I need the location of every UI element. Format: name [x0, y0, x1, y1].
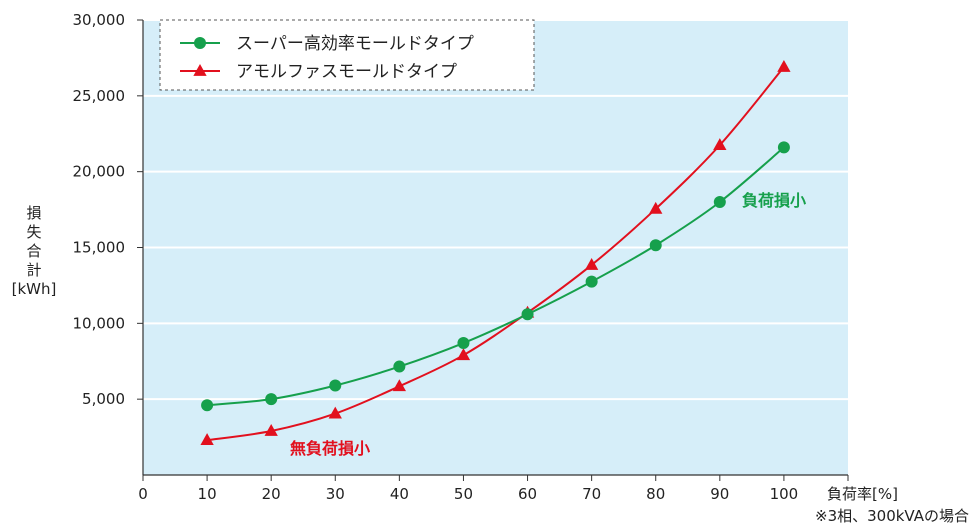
y-axis-label-line: 失 [26, 223, 42, 241]
y-axis-ticks: 5,000 10,000 15,000 20,000 25,000 30,000 [73, 11, 143, 408]
x-tick-label: 100 [770, 485, 799, 503]
data-point [777, 141, 790, 154]
data-point [585, 275, 598, 288]
y-tick-label: 5,000 [82, 390, 125, 408]
legend-label: スーパー高効率モールドタイプ [236, 34, 474, 54]
legend-marker [193, 64, 207, 76]
y-axis-label: 損 失 合 計 [kWh] [6, 204, 62, 299]
data-point [200, 433, 214, 446]
y-tick-label: 20,000 [73, 163, 126, 181]
y-tick-label: 25,000 [73, 87, 126, 105]
data-point [777, 60, 791, 72]
x-axis-ticks: 0 10 20 30 40 50 60 70 80 90 100 [138, 475, 849, 503]
data-point [201, 399, 214, 412]
y-axis-label-line: 損 [26, 204, 42, 222]
y-axis-label-line: 計 [26, 261, 42, 279]
annotation-load-loss: 負荷損小 [742, 191, 806, 210]
data-point [713, 196, 726, 208]
x-tick-label: 0 [138, 485, 148, 503]
y-tick-label: 10,000 [73, 314, 126, 332]
data-point [264, 424, 278, 436]
data-point [521, 308, 534, 321]
annotation-no-load-loss: 無負荷損小 [290, 439, 370, 458]
data-point [265, 393, 278, 406]
data-point [393, 360, 406, 373]
data-point [649, 201, 663, 214]
legend-marker [194, 37, 206, 49]
x-axis-label: 負荷率[%] [827, 485, 898, 503]
x-tick-label: 20 [262, 485, 281, 503]
y-axis-label-line: 合 [26, 242, 42, 260]
x-tick-label: 40 [390, 485, 409, 503]
y-tick-label: 30,000 [73, 11, 126, 29]
legend-box [159, 19, 535, 91]
y-tick-label: 15,000 [73, 239, 126, 257]
series-line [206, 146, 785, 407]
x-tick-label: 10 [198, 485, 217, 503]
x-tick-label: 50 [454, 485, 473, 503]
data-point [649, 239, 662, 252]
data-point [457, 337, 470, 350]
y-axis-label-unit: [kWh] [11, 280, 57, 298]
x-tick-label: 90 [710, 485, 729, 503]
data-point [328, 406, 342, 419]
x-tick-label: 60 [518, 485, 537, 503]
data-point [329, 379, 342, 392]
series-line [206, 66, 785, 442]
data-point [392, 379, 407, 392]
legend-label: アモルファスモールドタイプ [236, 62, 457, 82]
data-point [584, 257, 599, 270]
footnote: ※3相、300kVAの場合 [815, 507, 969, 525]
x-tick-label: 70 [582, 485, 601, 503]
series-group [200, 60, 791, 446]
data-point [713, 138, 727, 151]
data-point [456, 348, 471, 361]
x-tick-label: 80 [646, 485, 665, 503]
x-tick-label: 30 [326, 485, 345, 503]
